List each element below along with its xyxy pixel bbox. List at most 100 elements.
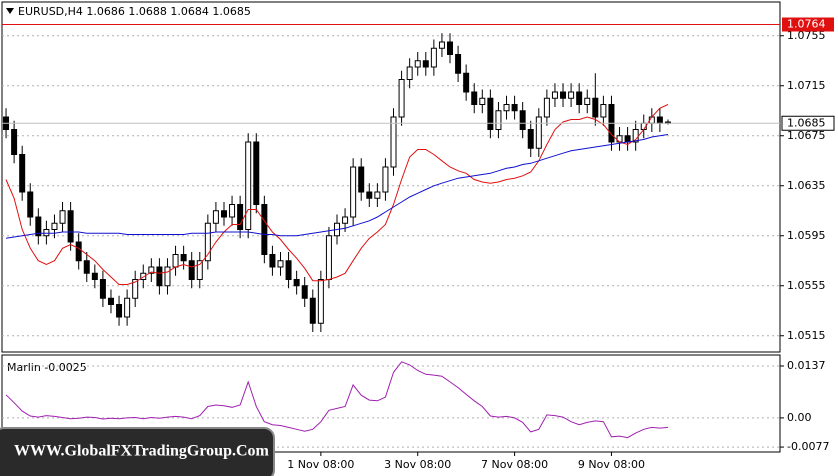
candle-body xyxy=(19,154,26,193)
price-box xyxy=(781,115,835,131)
x-tick-label: 3 Nov 08:00 xyxy=(384,458,451,471)
candle-body xyxy=(350,166,357,218)
candle-body xyxy=(245,141,252,230)
candle-body xyxy=(237,204,244,230)
y-tick-label: 1.0675 xyxy=(787,129,826,142)
y-tick-label: 1.0595 xyxy=(787,229,826,242)
candle-body xyxy=(27,191,34,218)
x-tick-label: 9 Nov 08:00 xyxy=(578,458,645,471)
candle-body xyxy=(422,60,429,68)
main-panel xyxy=(1,1,781,353)
candle-body xyxy=(204,222,211,262)
moving-average xyxy=(5,134,669,239)
candle-body xyxy=(277,260,284,268)
y-tick-label: 0.0137 xyxy=(787,359,826,372)
candle-body xyxy=(253,141,260,205)
candle-body xyxy=(124,297,131,318)
candle-body xyxy=(75,241,82,262)
candle-body xyxy=(83,260,90,274)
y-tick-label: 0.00 xyxy=(787,411,812,424)
candle-body xyxy=(527,129,534,149)
y-tick-label: -0.0077 xyxy=(787,440,829,453)
candle-body xyxy=(551,91,558,99)
candle-body xyxy=(309,297,316,324)
candle-body xyxy=(511,104,518,112)
candle-body xyxy=(543,97,550,118)
candle-body xyxy=(374,191,381,199)
chart-title: EURUSD,H4 1.0686 1.0688 1.0684 1.0685 xyxy=(18,5,251,18)
candle-body xyxy=(358,166,365,193)
price-label: 1.0685 xyxy=(787,116,826,129)
x-tick-label: 1 Nov 08:00 xyxy=(287,458,354,471)
candle-body xyxy=(624,135,631,143)
candle-body xyxy=(43,229,50,237)
candle-body xyxy=(495,110,502,130)
candle-body xyxy=(196,260,203,280)
candle-body xyxy=(471,91,478,105)
candle-body xyxy=(301,285,308,299)
watermark-box xyxy=(0,427,275,476)
watermark: WWW.GlobalFXTradingGroup.Com xyxy=(0,427,275,476)
candle-body xyxy=(519,110,526,130)
candle-body xyxy=(560,91,567,99)
candle-body xyxy=(576,91,583,105)
candle-body xyxy=(463,72,470,93)
candle-body xyxy=(342,216,349,224)
candle-body xyxy=(406,66,413,80)
candle-body xyxy=(269,254,276,268)
candle-body xyxy=(438,41,445,49)
level-label: 1.0764 xyxy=(787,18,826,31)
candle-body xyxy=(35,216,42,237)
watermark-text: WWW.GlobalFXTradingGroup.Com xyxy=(14,443,270,460)
candle-body xyxy=(220,210,227,218)
candle-body xyxy=(584,97,591,105)
candle-body xyxy=(261,204,268,255)
indicator-title: Marlin -0.0025 xyxy=(7,361,87,374)
candle-body xyxy=(656,116,663,124)
candle-body xyxy=(503,104,510,112)
candle-body xyxy=(317,279,324,324)
candle-body xyxy=(487,97,494,130)
candle-body xyxy=(430,47,437,68)
candle-body xyxy=(172,254,179,268)
candle-body xyxy=(67,210,74,243)
moving-average xyxy=(5,104,669,285)
candle-body xyxy=(116,304,123,318)
candle-body xyxy=(156,266,163,287)
candle-body xyxy=(592,97,599,118)
candle-body xyxy=(99,279,106,299)
candle-body xyxy=(479,97,486,105)
y-tick-label: 1.0555 xyxy=(787,279,826,292)
candle-body xyxy=(188,260,195,280)
candle-body xyxy=(366,191,373,199)
candle-body xyxy=(51,222,58,230)
x-tick-label: 7 Nov 08:00 xyxy=(481,458,548,471)
candle-body xyxy=(229,204,236,218)
candle-body xyxy=(91,272,98,280)
candle-body xyxy=(325,235,332,280)
indicator-line xyxy=(5,361,669,439)
candle-body xyxy=(600,104,607,118)
candle-body xyxy=(535,116,542,149)
candle-body xyxy=(414,60,421,68)
candle-body xyxy=(455,54,462,74)
y-tick-label: 1.0635 xyxy=(787,179,826,192)
level-box xyxy=(782,17,834,32)
candle-body xyxy=(11,129,18,155)
candle-body xyxy=(180,254,187,262)
candle-body xyxy=(59,210,66,224)
candle-body xyxy=(293,279,300,287)
candle-body xyxy=(390,116,397,168)
candle-body xyxy=(107,297,114,305)
menu-arrow xyxy=(6,8,14,14)
candle-body xyxy=(148,266,155,274)
candle-body xyxy=(212,210,219,224)
y-tick-label: 1.0715 xyxy=(787,79,826,92)
candle-body xyxy=(382,166,389,193)
candle-body xyxy=(568,91,575,99)
candle-body xyxy=(132,279,139,299)
y-tick-label: 1.0515 xyxy=(787,329,826,342)
y-tick-label: 1.0755 xyxy=(787,29,826,42)
